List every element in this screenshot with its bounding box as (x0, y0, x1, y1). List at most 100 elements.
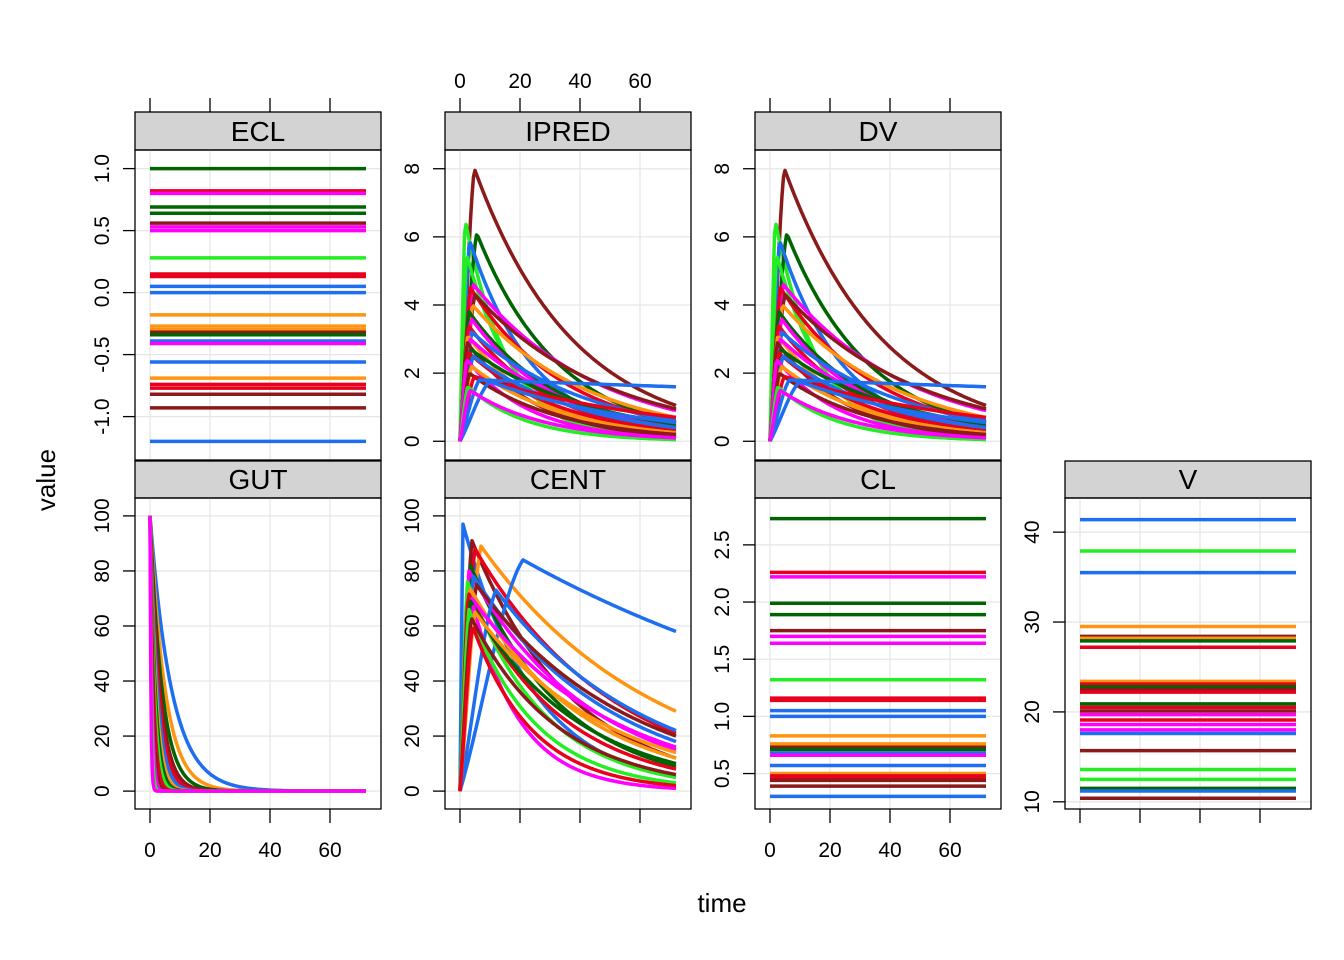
series-curve (768, 385, 987, 442)
series-curve (458, 544, 677, 792)
series-curve (768, 293, 987, 442)
series-curve (458, 379, 677, 443)
series-curve (458, 596, 677, 792)
series-decay (148, 515, 366, 793)
series-decay (148, 515, 366, 793)
series-group (770, 516, 986, 799)
y-tick-label: 100 (401, 498, 424, 533)
series-curve (458, 610, 677, 792)
series-curve (768, 378, 987, 442)
strip-ipred (444, 111, 692, 151)
series-decay (148, 515, 366, 793)
series-group (458, 522, 677, 792)
strip-label: CENT (530, 464, 606, 495)
series-curve (768, 388, 987, 442)
strip-dv (754, 111, 1002, 151)
x-tick-label-top: 40 (568, 70, 591, 93)
y-tick-label: 8 (401, 163, 424, 175)
strip-label: IPRED (525, 116, 611, 147)
series-curve (458, 599, 677, 792)
series-decay (148, 515, 366, 793)
plot-frame (754, 497, 1002, 810)
y-tick-label: 60 (91, 614, 114, 637)
y-tick-label: 60 (401, 614, 424, 637)
strip-gut (134, 460, 382, 499)
x-tick-label-bottom: 40 (878, 839, 901, 862)
y-tick-label: 0 (401, 785, 424, 797)
y-tick-label: 4 (711, 299, 734, 311)
y-axis-label: value (31, 449, 61, 511)
series-decay (148, 515, 366, 793)
series-group (150, 166, 366, 444)
y-tick-label: 30 (1021, 610, 1044, 633)
x-tick-label-bottom: 0 (144, 839, 156, 862)
x-tick-label-top: 0 (454, 70, 466, 93)
panel-cent: CENT 0 20 40 60 80 100 (401, 460, 692, 823)
series-curve (458, 385, 677, 442)
series-curve (768, 304, 987, 442)
panel-ipred: IPRED 0 2 4 6 8 0 20 40 60 (401, 70, 692, 461)
series-curve (458, 588, 677, 792)
series-decay (148, 515, 366, 793)
strip-label: CL (860, 464, 896, 495)
series-curve (458, 563, 677, 792)
y-tick-label: 40 (91, 669, 114, 692)
y-tick-label: 40 (401, 669, 424, 692)
y-tick-label: 80 (91, 559, 114, 582)
strip-label: V (1179, 464, 1198, 495)
y-tick-label: 8 (711, 163, 734, 175)
strip-label: DV (859, 116, 898, 147)
series-group (458, 168, 677, 443)
series-curve (458, 617, 677, 792)
y-tick-label: -0.5 (91, 337, 114, 373)
series-curve (458, 378, 677, 442)
y-tick-label: 0.5 (711, 759, 734, 788)
series-curve (458, 304, 677, 442)
panel-v: V 10 20 30 40 (1021, 460, 1312, 823)
y-tick-label: 0 (711, 435, 734, 447)
panel-cl: CL 0.5 1.0 1.5 2.0 2.5 0 20 40 60 (711, 460, 1002, 862)
series-curve (768, 168, 987, 442)
y-tick-label: 0.5 (91, 216, 114, 245)
series-group (148, 515, 366, 793)
series-decay (148, 515, 366, 793)
x-tick-label-bottom: 60 (318, 839, 341, 862)
plot-frame (1064, 497, 1312, 810)
y-tick-label: 0 (401, 435, 424, 447)
strip-cent (444, 460, 692, 499)
y-tick-label: 2.5 (711, 530, 734, 559)
panel-gut: GUT 0 20 40 60 80 100 0 20 40 60 (91, 460, 382, 862)
y-tick-label: 2.0 (711, 587, 734, 616)
y-tick-label: 6 (401, 231, 424, 243)
series-curve (458, 582, 677, 792)
y-tick-label: 100 (91, 498, 114, 533)
y-tick-label: 1.5 (711, 645, 734, 674)
x-tick-label-top: 20 (508, 70, 531, 93)
y-tick-label: 20 (91, 724, 114, 747)
series-curve (458, 388, 677, 442)
series-curve (768, 379, 987, 443)
series-decay (148, 515, 366, 793)
y-tick-label: 10 (1021, 790, 1044, 813)
y-tick-label: 2 (711, 367, 734, 379)
panel-dv: DV 0 2 4 6 8 (711, 98, 1002, 461)
y-tick-label: 0 (91, 785, 114, 797)
x-tick-label-bottom: 60 (938, 839, 961, 862)
series-decay (148, 515, 366, 793)
x-tick-label-bottom: 20 (818, 839, 841, 862)
y-tick-label: 4 (401, 299, 424, 311)
strip-cl (754, 460, 1002, 499)
series-group (768, 168, 987, 443)
strip-ecl (134, 111, 382, 151)
series-curve (458, 168, 677, 442)
x-tick-label-bottom: 40 (258, 839, 281, 862)
series-curve (458, 351, 677, 442)
series-decay (148, 515, 366, 793)
y-tick-label: 80 (401, 559, 424, 582)
x-tick-label-bottom: 0 (764, 839, 776, 862)
y-tick-label: -1.0 (91, 399, 114, 435)
plot-frame (134, 149, 382, 461)
y-tick-label: 40 (1021, 520, 1044, 543)
